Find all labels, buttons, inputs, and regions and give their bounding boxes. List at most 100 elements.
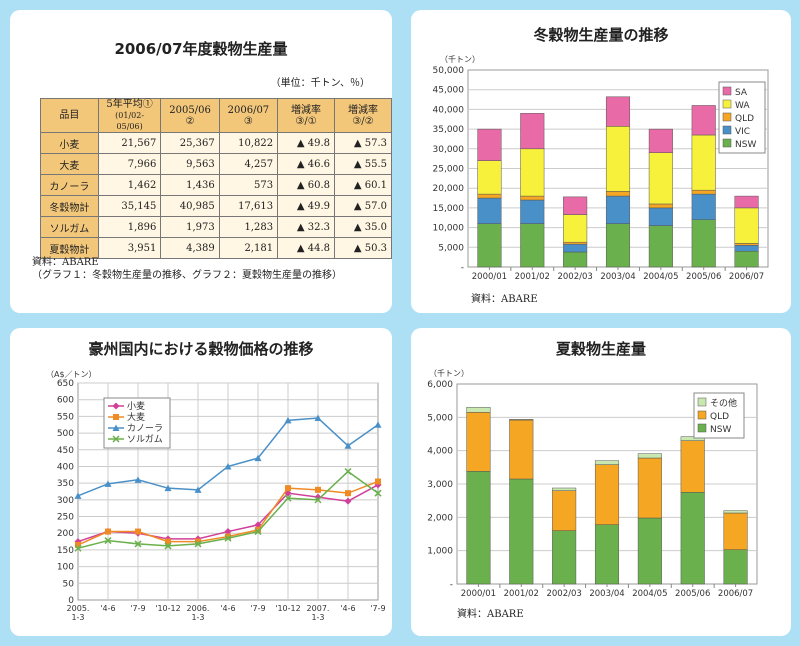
table-cell: ▲ 50.3 <box>334 237 392 259</box>
x-tick-label: 2005/06 <box>675 589 710 599</box>
x-tick-label: 2006/07 <box>718 589 753 599</box>
table-row: ソルガム 1,896 1,973 1,283 ▲ 32.3 ▲ 35.0 <box>40 216 392 238</box>
y-tick-label: 5,000 <box>427 413 453 423</box>
table-row: カノーラ 1,462 1,436 573 ▲ 60.8 ▲ 60.1 <box>40 174 392 196</box>
table-cell: 10,822 <box>218 132 279 154</box>
header-avg: 5年平均① (01/02-05/06) <box>97 98 162 133</box>
table-cell: 2,181 <box>218 237 279 259</box>
winter-source: 資料：ABARE <box>471 294 538 305</box>
x-tick-label: 1-3 <box>71 613 84 622</box>
data-point <box>112 435 120 443</box>
bar-segment <box>637 457 662 519</box>
summer-source: 資料：ABARE <box>457 609 524 620</box>
data-point <box>135 528 141 535</box>
data-point <box>113 414 119 420</box>
y-tick-label: 50 <box>63 579 75 589</box>
legend-label: WA <box>735 101 750 111</box>
data-point <box>254 528 262 536</box>
table-cell: 1,973 <box>160 216 220 238</box>
bar-segment <box>520 113 545 150</box>
y-tick-label: 100 <box>57 563 74 573</box>
table-row-label: 大麦 <box>40 153 99 175</box>
bar-segment <box>509 419 534 480</box>
bar-segment <box>477 197 502 224</box>
bar-segment <box>477 223 502 268</box>
table-cell: 1,283 <box>218 216 279 238</box>
header-rate-2: 増減率 ③/② <box>334 98 392 133</box>
data-point <box>344 442 352 449</box>
table-cell: 40,985 <box>160 195 220 217</box>
y-tick-label: 0 <box>68 596 74 606</box>
table-cell: 25,367 <box>160 132 220 154</box>
table-source: 資料：ABARE <box>32 257 99 268</box>
y-tick-label: 35,000 <box>433 125 465 135</box>
table-cell: ▲ 55.5 <box>334 153 392 175</box>
y-axis-label: （千トン） <box>429 368 469 378</box>
legend-swatch <box>722 86 732 96</box>
bar-segment <box>648 152 673 205</box>
bar-segment <box>605 126 631 192</box>
price-chart-title: 豪州国内における穀物価格の推移 <box>88 340 314 358</box>
bar-segment <box>648 225 673 268</box>
table-row-label: ソルガム <box>40 216 99 238</box>
legend-label: NSW <box>710 425 731 435</box>
legend-swatch <box>722 125 732 135</box>
legend-swatch <box>722 99 732 109</box>
bar-segment <box>648 203 673 209</box>
data-point <box>225 533 231 540</box>
bar-segment <box>680 436 705 441</box>
y-tick-label: 50,000 <box>433 66 465 76</box>
data-point <box>74 492 82 499</box>
y-tick-label: 550 <box>57 412 74 422</box>
table-cell: 9,563 <box>160 153 220 175</box>
data-point <box>105 528 111 535</box>
bar-segment <box>477 160 502 195</box>
bar-segment <box>563 241 588 245</box>
y-tick-label: 650 <box>57 379 74 389</box>
x-tick-label: '4-6 <box>100 604 115 613</box>
winter-chart-panel: 冬穀物生産量の推移 - 5,000 10,000 15,000 20,000 25,000… <box>411 10 791 313</box>
bar-segment <box>734 250 759 268</box>
data-point <box>74 544 82 552</box>
y-tick-label: 2,000 <box>427 513 453 523</box>
data-point <box>75 541 81 548</box>
table-row-label: 夏穀物計 <box>40 237 99 259</box>
bar-segment <box>509 419 534 421</box>
data-point <box>284 416 292 424</box>
data-point <box>374 421 382 428</box>
y-axis-label: （A$／トン） <box>46 370 97 379</box>
bar-segment <box>594 464 620 525</box>
bar-segment <box>466 471 491 585</box>
data-point <box>104 480 112 487</box>
bar-segment <box>466 412 491 472</box>
bar-segment <box>723 549 748 585</box>
data-point <box>314 496 322 504</box>
data-point <box>285 485 291 492</box>
bar-segment <box>605 195 631 224</box>
bar-segment <box>509 478 534 585</box>
legend-swatch <box>697 423 707 433</box>
x-tick-label: 2005. <box>67 604 90 613</box>
data-point <box>374 481 382 489</box>
x-tick-label: '7-9 <box>130 604 145 613</box>
y-tick-label: 25,000 <box>433 165 465 175</box>
bar-segment <box>520 199 545 224</box>
x-tick-label: 2001/02 <box>515 272 550 282</box>
legend-swatch <box>697 410 707 420</box>
bar-segment <box>691 193 716 220</box>
x-tick-label: 2000/01 <box>461 589 496 599</box>
data-point <box>134 476 142 483</box>
legend-label: 大麦 <box>127 411 145 423</box>
table-cell: 35,145 <box>97 195 162 217</box>
x-tick-label: 2005/06 <box>686 272 721 282</box>
y-tick-label: 5,000 <box>438 243 464 253</box>
table-cell: 21,567 <box>97 132 162 154</box>
bar-segment <box>637 517 662 585</box>
bar-segment <box>691 219 716 268</box>
bar-segment <box>723 510 748 514</box>
y-tick-label: 10,000 <box>433 224 465 234</box>
bar-segment <box>563 251 588 268</box>
table-cell: ▲ 57.0 <box>334 195 392 217</box>
table-cell: 1,436 <box>160 174 220 196</box>
data-point <box>194 540 202 548</box>
